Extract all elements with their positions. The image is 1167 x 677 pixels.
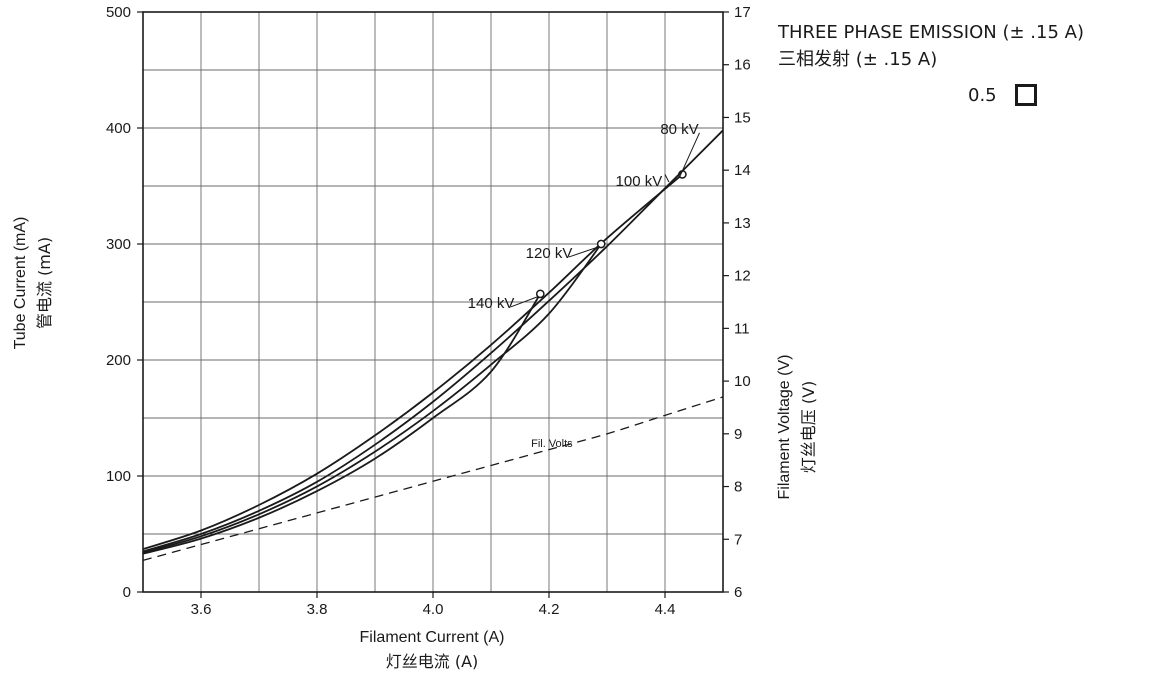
right-tick-label: 10 (734, 373, 751, 390)
y-axis-title: Tube Current (mA) (12, 217, 29, 350)
ticks: 3.6 3.8 4.0 4.2 4.4 0 100 200 300 400 500 6 7 8 9 10 11 1… (106, 4, 751, 618)
right-axis-title-cn: 灯丝电压 (V) (799, 381, 818, 474)
x-tick-label: 4.0 (423, 601, 444, 618)
legend-title: THREE PHASE EMISSION (± .15 A) (778, 22, 1084, 43)
focal-spot-swatch (1014, 84, 1037, 106)
y-axis-title-cn: 管电流 (mA) (35, 237, 54, 329)
x-axis-title-cn: 灯丝电流 (A) (386, 652, 479, 671)
series-label-100-kv: 100 kV (616, 173, 663, 190)
series-leader-120-kv (568, 246, 599, 258)
x-tick-label: 3.8 (307, 601, 328, 618)
series-label-140-kv: 140 kV (468, 295, 515, 312)
series-line-140-kv (142, 293, 542, 555)
x-axis-title: Filament Current (A) (360, 629, 505, 646)
y-tick-label: 500 (106, 4, 131, 21)
y-tick-label: 300 (106, 236, 131, 253)
series-line-120-kv (142, 243, 602, 554)
right-tick-label: 9 (734, 426, 742, 443)
legend-entry: 0.5 (968, 84, 1037, 106)
series-label-80-kv: 80 kV (660, 121, 698, 138)
legend: THREE PHASE EMISSION (± .15 A) 三相发射 (± .… (778, 20, 1158, 106)
right-tick-label: 11 (734, 320, 750, 337)
right-axis-title: Filament Voltage (V) (776, 355, 793, 500)
right-tick-label: 15 (734, 109, 751, 126)
series-leader-140-kv (510, 296, 538, 308)
right-tick-label: 7 (734, 531, 742, 548)
grid (143, 12, 723, 592)
right-tick-label: 8 (734, 479, 742, 496)
series-line-fil-volts (142, 396, 724, 561)
focal-spot-value: 0.5 (968, 84, 997, 106)
series-leader-100-kv (664, 174, 670, 183)
y-tick-label: 200 (106, 352, 131, 369)
legend-subtitle: 三相发射 (± .15 A) (778, 49, 938, 70)
series-end-marker-140-kv (535, 289, 545, 299)
series-leader-80-kv (678, 132, 700, 178)
x-tick-label: 4.4 (655, 601, 676, 618)
right-tick-label: 6 (734, 584, 742, 601)
series-labels: 80 kV 100 kV 120 kV 140 kV Fil. Volts (468, 121, 700, 450)
x-tick-label: 4.2 (539, 601, 560, 618)
series-line-80-kv (142, 173, 683, 550)
right-tick-label: 14 (734, 162, 751, 179)
curves (142, 129, 724, 561)
x-tick-label: 3.6 (191, 601, 212, 618)
right-tick-label: 17 (734, 4, 751, 21)
y-tick-label: 100 (106, 468, 131, 485)
right-tick-label: 12 (734, 268, 751, 285)
right-tick-label: 16 (734, 57, 751, 74)
series-label-fil-volts: Fil. Volts (531, 438, 573, 450)
series-end-marker-120-kv (596, 239, 606, 249)
right-tick-label: 13 (734, 215, 751, 232)
y-tick-label: 400 (106, 120, 131, 137)
y-tick-label: 0 (123, 584, 131, 601)
series-label-120-kv: 120 kV (526, 245, 573, 262)
series-line-100-kv (142, 129, 724, 553)
